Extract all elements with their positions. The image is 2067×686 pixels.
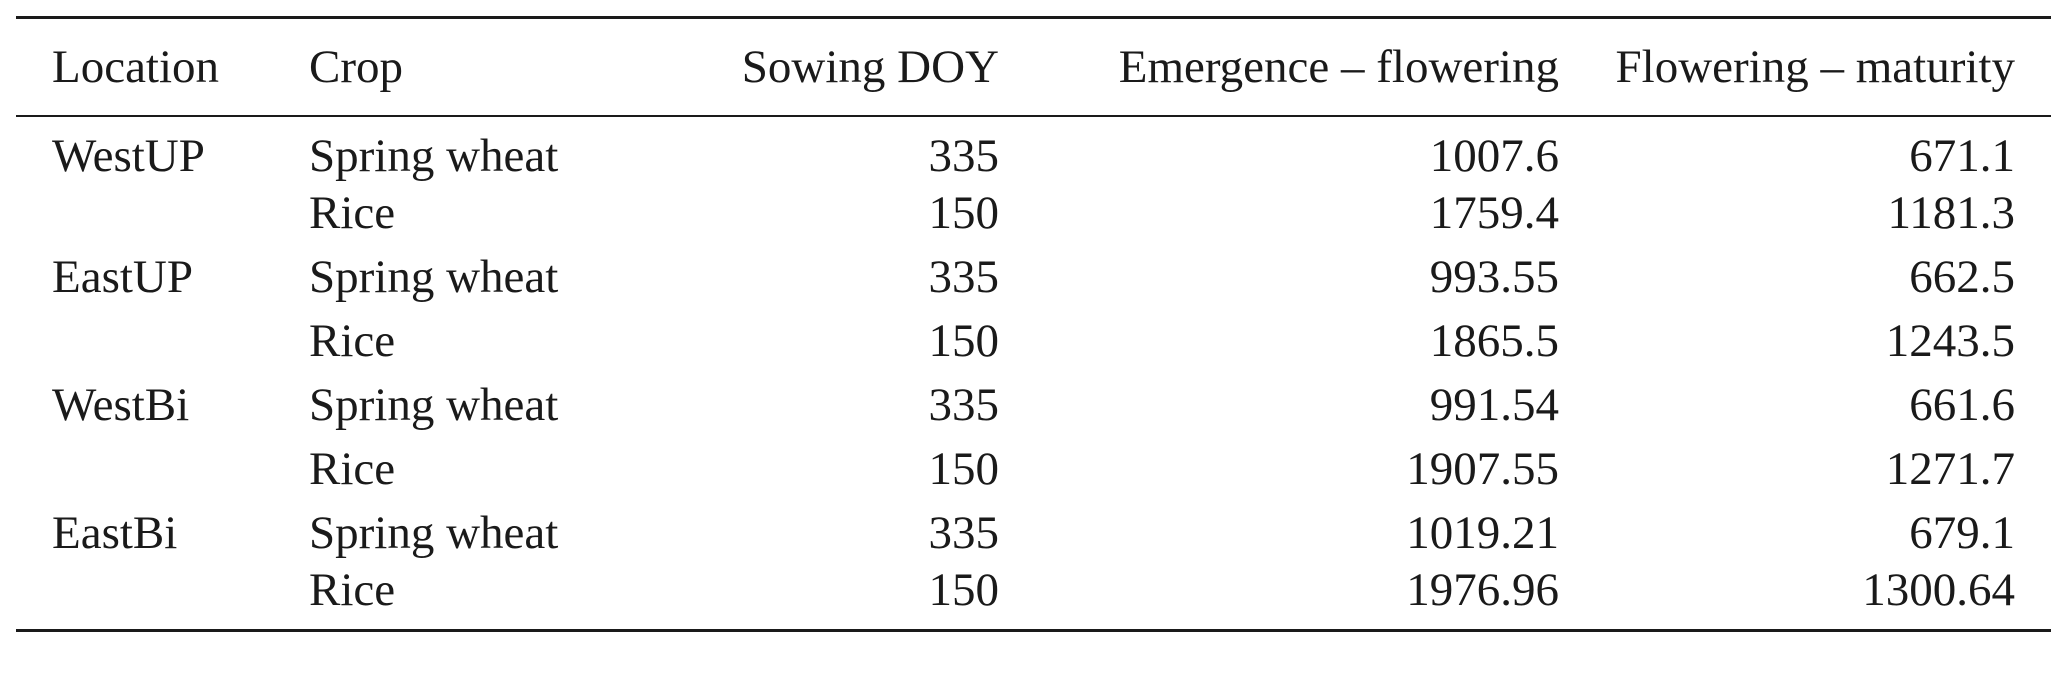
cell-location: WestUP: [52, 129, 205, 182]
cell-sowing-doy: 150: [928, 563, 1000, 616]
cell-flowering-maturity: 679.1: [1909, 506, 2015, 559]
cell-location: EastUP: [52, 250, 193, 303]
table-row: EastBi Spring wheat 335 1019.21 679.1: [16, 501, 2051, 565]
cell-sowing-doy: 335: [928, 250, 1000, 303]
cell-sowing-doy: 150: [928, 442, 1000, 495]
cell-location: [16, 181, 309, 245]
cell-location: [16, 565, 309, 629]
cell-flowering-maturity: 671.1: [1909, 129, 2015, 182]
table-row: WestBi Spring wheat 335 991.54 661.6: [16, 373, 2051, 437]
cell-flowering-maturity: 662.5: [1909, 250, 2015, 303]
header-crop: Crop: [309, 40, 403, 93]
cell-location: EastBi: [52, 506, 178, 559]
cell-emergence-flowering: 1007.6: [1429, 129, 1559, 182]
top-rule: [16, 16, 2051, 19]
header-location: Location: [52, 40, 220, 93]
cell-location: [16, 437, 309, 501]
cell-emergence-flowering: 1907.55: [1406, 442, 1559, 495]
cell-sowing-doy: 150: [928, 314, 1000, 367]
cell-sowing-doy: 335: [928, 129, 1000, 182]
cell-sowing-doy: 335: [928, 378, 1000, 431]
cell-crop: Spring wheat: [309, 378, 559, 431]
cell-crop: Rice: [309, 314, 396, 367]
cell-flowering-maturity: 1300.64: [1862, 563, 2015, 616]
table-row: Rice 150 1865.5 1243.5: [16, 309, 2051, 373]
bottom-rule: [16, 629, 2051, 632]
cell-flowering-maturity: 661.6: [1909, 378, 2015, 431]
cell-crop: Rice: [309, 186, 396, 239]
cell-emergence-flowering: 993.55: [1429, 250, 1559, 303]
cell-crop: Spring wheat: [309, 506, 559, 559]
data-table: Location Crop Sowing DOY Emergence – flo…: [16, 16, 2051, 632]
cell-emergence-flowering: 1976.96: [1406, 563, 1559, 616]
cell-flowering-maturity: 1243.5: [1885, 314, 2015, 367]
cell-emergence-flowering: 1019.21: [1406, 506, 1559, 559]
cell-crop: Spring wheat: [309, 250, 559, 303]
cell-sowing-doy: 150: [928, 186, 1000, 239]
cell-flowering-maturity: 1271.7: [1885, 442, 2015, 495]
header-rule: [16, 115, 2051, 117]
crop-table-body: WestUP Spring wheat 335 1007.6 671.1 Rice 150 1…: [16, 117, 2051, 629]
crop-table: Location Crop Sowing DOY Emergence – flo…: [16, 19, 2051, 115]
header-row: Location Crop Sowing DOY Emergence – flo…: [16, 19, 2051, 115]
cell-emergence-flowering: 1759.4: [1429, 186, 1559, 239]
table-row: Rice 150 1759.4 1181.3: [16, 181, 2051, 245]
cell-emergence-flowering: 1865.5: [1429, 314, 1559, 367]
table-row: Rice 150 1907.55 1271.7: [16, 437, 2051, 501]
header-flowering-maturity: Flowering – maturity: [1615, 40, 2015, 93]
cell-location: [16, 309, 309, 373]
header-emergence-flowering: Emergence – flowering: [1118, 40, 1559, 93]
table-row: WestUP Spring wheat 335 1007.6 671.1: [16, 117, 2051, 181]
table-row: Rice 150 1976.96 1300.64: [16, 565, 2051, 629]
cell-emergence-flowering: 991.54: [1429, 378, 1559, 431]
cell-crop: Spring wheat: [309, 129, 559, 182]
cell-crop: Rice: [309, 442, 396, 495]
cell-location: WestBi: [52, 378, 190, 431]
header-sowing-doy: Sowing DOY: [741, 40, 999, 93]
cell-crop: Rice: [309, 563, 396, 616]
table-row: EastUP Spring wheat 335 993.55 662.5: [16, 245, 2051, 309]
cell-flowering-maturity: 1181.3: [1887, 186, 2015, 239]
cell-sowing-doy: 335: [928, 506, 1000, 559]
